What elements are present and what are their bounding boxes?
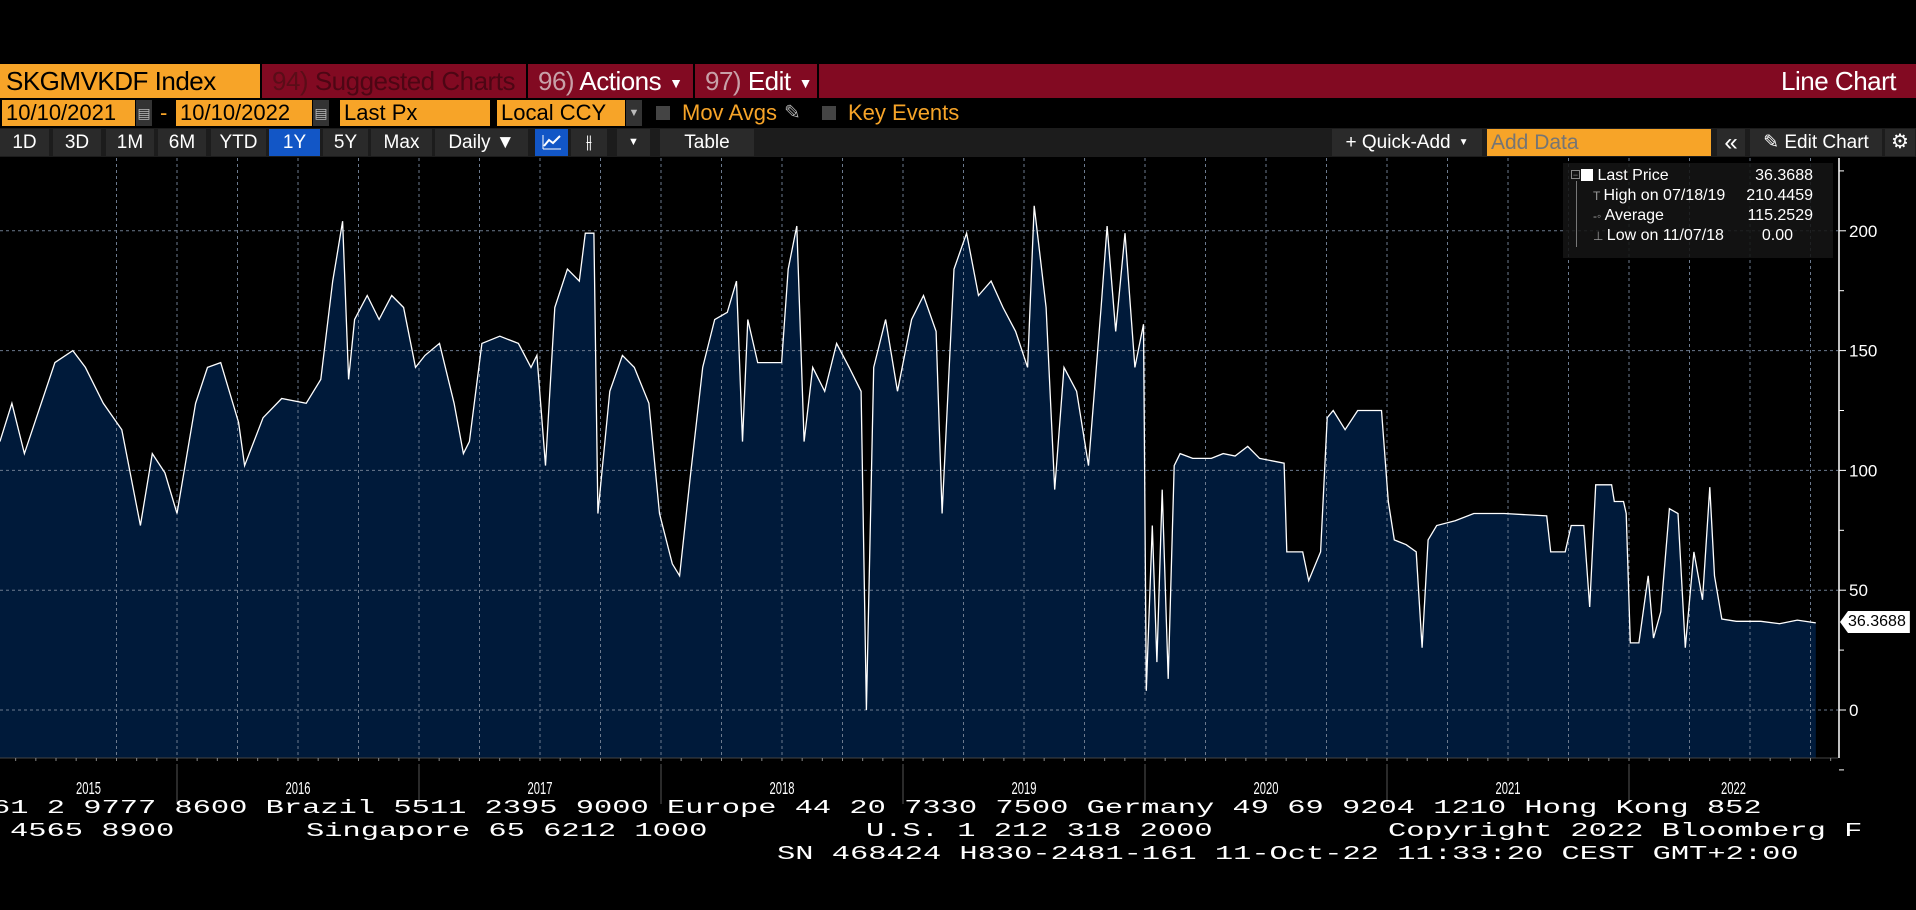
x-tick-label: 2021: [1496, 780, 1521, 799]
low-value: 0.00: [1761, 227, 1793, 244]
low-marker-icon: ⊥: [1593, 229, 1607, 243]
calendar-icon[interactable]: ▤: [313, 100, 329, 126]
period-3d-button[interactable]: 3D: [53, 129, 101, 156]
edit-menu[interactable]: 97) Edit ▼: [697, 64, 819, 98]
price-area: [0, 205, 1816, 758]
period-1m-button[interactable]: 1M: [106, 129, 154, 156]
white-square-icon: [1581, 169, 1593, 181]
footer-copyright: Copyright 2022 Bloomberg F: [1388, 820, 1863, 842]
collapse-legend-icon[interactable]: −: [1571, 170, 1580, 180]
date-separator: -: [160, 100, 168, 125]
currency-selector[interactable]: Local CCY: [497, 100, 625, 126]
y-tick-label: 150: [1849, 342, 1877, 361]
quick-add-label: + Quick-Add: [1345, 132, 1451, 153]
high-marker-icon: T: [1593, 189, 1604, 203]
average-label: Average: [1604, 207, 1664, 224]
edit-chart-label: Edit Chart: [1784, 132, 1869, 153]
edit-number: 97): [705, 66, 742, 96]
last-price-tag: 36.3688: [1840, 611, 1910, 633]
y-tick-label: 50: [1849, 581, 1868, 600]
average-value: 115.2529: [1747, 207, 1813, 224]
x-tick-label: 2018: [770, 780, 795, 799]
x-tick-label: 2015: [76, 780, 101, 799]
header-bar: [0, 64, 1916, 98]
edit-chart-button[interactable]: ✎ Edit Chart: [1750, 129, 1882, 156]
chevron-down-icon[interactable]: ▼: [626, 100, 642, 126]
mov-avgs-checkbox[interactable]: [656, 106, 670, 120]
chevron-down-icon[interactable]: ▼: [617, 129, 650, 156]
last-price-value: 36.3688: [1755, 167, 1813, 184]
legend-tree-line: [1576, 181, 1577, 247]
footer-contacts-line2a: 4565 8900: [10, 820, 175, 842]
actions-label: Actions: [579, 66, 662, 96]
pencil-icon[interactable]: ✎: [784, 102, 801, 124]
x-tick-label: 2020: [1254, 780, 1279, 799]
start-date-field[interactable]: 10/10/2021: [2, 100, 135, 126]
period-1y-button[interactable]: 1Y: [269, 129, 320, 156]
chevron-down-icon: ▼: [1458, 137, 1469, 149]
y-tick-label: 200: [1849, 222, 1877, 241]
average-marker-icon: -◦: [1593, 209, 1605, 223]
chart-type-title: Line Chart: [1781, 66, 1896, 96]
ticker-field[interactable]: SKGMVKDF Index: [0, 64, 262, 98]
high-label: High on 07/18/19: [1603, 187, 1726, 204]
legend-low: ⊥ Low on 11/07/18: [1593, 226, 1724, 246]
footer-contacts-line2c: U.S. 1 212 318 2000: [866, 820, 1213, 842]
pencil-icon: ✎: [1763, 132, 1785, 153]
period-max-button[interactable]: Max: [371, 129, 432, 156]
footer-contacts-line1: 61 2 9777 8600 Brazil 5511 2395 9000 Eur…: [0, 797, 1762, 819]
calendar-icon[interactable]: ▤: [136, 100, 152, 126]
x-tick-label: 2019: [1012, 780, 1037, 799]
add-data-input[interactable]: [1487, 129, 1711, 156]
footer-session-info: SN 468424 H830-2481-161 11-Oct-22 11:33:…: [777, 843, 1799, 865]
price-line: [0, 205, 1816, 711]
table-button[interactable]: Table: [660, 129, 754, 156]
chevron-down-icon: ▼: [798, 75, 813, 92]
actions-menu[interactable]: 96) Actions ▼: [530, 64, 695, 98]
period-6m-button[interactable]: 6M: [158, 129, 206, 156]
x-tick-label: 2022: [1721, 780, 1746, 799]
collapse-icon[interactable]: «: [1717, 129, 1745, 156]
gear-icon[interactable]: ⚙: [1885, 129, 1915, 156]
field-selector[interactable]: Last Px: [340, 100, 490, 126]
period-1d-button[interactable]: 1D: [0, 129, 49, 156]
chart-legend: − Last Price 36.3688 T High on 07/18/19 …: [1563, 163, 1833, 258]
suggested-charts-menu[interactable]: 94) Suggested Charts: [264, 64, 528, 98]
legend-high: T High on 07/18/19: [1593, 186, 1725, 206]
x-tick-label: 2016: [286, 780, 311, 799]
low-label: Low on 11/07/18: [1606, 227, 1724, 244]
line-chart-icon[interactable]: [535, 129, 568, 156]
edit-label: Edit: [747, 66, 791, 96]
legend-last-price: Last Price: [1581, 166, 1669, 186]
footer-contacts-line2b: Singapore 65 6212 1000: [306, 820, 708, 842]
end-date-field[interactable]: 10/10/2022: [176, 100, 312, 126]
suggested-charts-number: 94): [272, 66, 309, 96]
y-tick-label: 0: [1849, 701, 1858, 720]
period-5y-button[interactable]: 5Y: [323, 129, 368, 156]
mov-avgs-label[interactable]: Mov Avgs: [682, 100, 777, 125]
frequency-selector[interactable]: Daily ▼: [435, 129, 528, 156]
period-ytd-button[interactable]: YTD: [211, 129, 266, 156]
last-price-label: Last Price: [1597, 167, 1669, 184]
key-events-label[interactable]: Key Events: [848, 100, 960, 125]
legend-average: -◦ Average: [1593, 206, 1664, 226]
chevron-down-icon: ▼: [669, 75, 683, 92]
suggested-charts-label: Suggested Charts: [314, 66, 516, 96]
candlestick-icon[interactable]: ⫲: [571, 129, 607, 156]
quick-add-button[interactable]: + Quick-Add ▼: [1332, 129, 1482, 156]
high-value: 210.4459: [1746, 187, 1813, 204]
y-tick-label: 100: [1849, 461, 1877, 480]
actions-number: 96): [538, 66, 575, 96]
x-tick-label: 2017: [528, 780, 553, 799]
key-events-checkbox[interactable]: [822, 106, 836, 120]
